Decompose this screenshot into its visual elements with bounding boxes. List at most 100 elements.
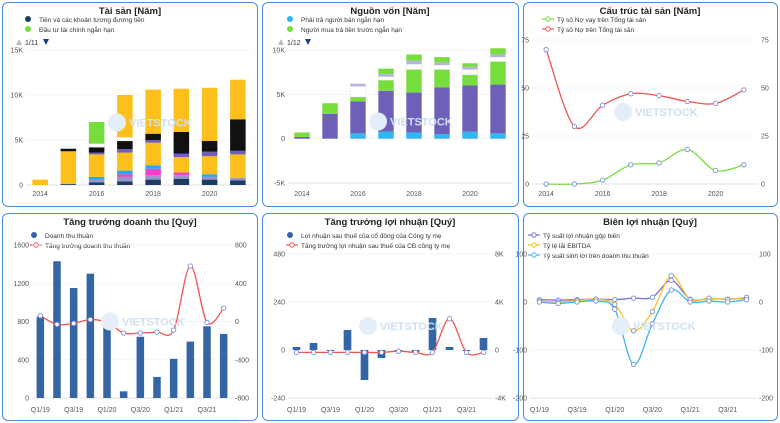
data-point — [668, 272, 674, 279]
x-tick-label: Q1/20 — [605, 407, 624, 414]
bar-segment — [462, 131, 478, 139]
x-tick-label: Q3/21 — [718, 407, 737, 414]
x-tick-label: Q3/21 — [457, 407, 476, 414]
bar-segment — [434, 57, 450, 63]
bar-segment — [145, 179, 161, 185]
bar-segment — [434, 87, 450, 135]
x-tick-label: Q1/21 — [681, 407, 700, 414]
x-tick-label: Q1/21 — [164, 407, 183, 414]
bar-segment — [201, 156, 218, 175]
y-tick-label: 50 — [521, 86, 529, 93]
legend-swatch — [545, 16, 551, 22]
bar — [186, 341, 195, 398]
data-point — [412, 349, 419, 356]
bar-segment — [490, 54, 506, 58]
legend-label: Tỷ số Nợ vay trên Tổng tài sản — [557, 15, 646, 24]
bar-segment — [173, 172, 190, 176]
pager-label: 1/12 — [287, 40, 301, 47]
panel-tang-truong-ln — [262, 213, 519, 421]
y-tick-label: 0 — [19, 183, 23, 190]
data-point — [684, 146, 691, 153]
data-point — [543, 181, 549, 187]
pager-next-icon — [305, 39, 311, 45]
data-point — [429, 349, 436, 356]
legend-swatch — [287, 232, 293, 238]
data-point — [687, 299, 693, 305]
y-tick-label: 1200 — [13, 281, 29, 288]
data-point — [630, 361, 637, 368]
bar-segment — [117, 170, 133, 175]
bar-segment — [350, 101, 366, 134]
x-tick-label: Q1/21 — [423, 407, 442, 414]
bar-segment — [350, 96, 366, 102]
data-point — [649, 308, 656, 315]
bar-segment — [322, 113, 338, 139]
bar-segment — [145, 175, 161, 180]
data-point — [536, 299, 543, 305]
bar-segment — [60, 184, 77, 185]
data-point — [741, 162, 747, 168]
chart-title: Biên lợi nhuận [Quý] — [603, 217, 697, 228]
y-tick-label: 75 — [521, 38, 529, 45]
y-tick-label: 0 — [523, 300, 527, 307]
x-tick-label: 2020 — [708, 191, 724, 198]
data-point — [649, 320, 656, 327]
bar-segment — [117, 176, 133, 182]
bar-segment — [378, 80, 394, 91]
data-point — [555, 300, 561, 307]
watermark-text: VIETSTOCK — [380, 321, 443, 333]
bar-segment — [88, 182, 105, 185]
data-point — [612, 306, 618, 312]
bar — [219, 333, 228, 398]
bar-segment — [322, 103, 338, 114]
bar-segment — [88, 122, 105, 144]
watermark-logo — [359, 317, 377, 335]
bar-segment — [32, 179, 48, 185]
x-tick-label: 2014 — [538, 191, 554, 198]
bar-segment — [88, 179, 105, 183]
bar-segment — [378, 73, 394, 77]
data-point — [71, 320, 77, 327]
data-point — [204, 319, 210, 326]
y2-tick-label: 4K — [495, 300, 504, 307]
watermark-logo — [101, 312, 119, 331]
bar — [53, 261, 61, 398]
data-point — [599, 102, 606, 108]
bar-segment — [230, 177, 246, 181]
data-point — [463, 349, 470, 356]
data-point — [712, 100, 719, 107]
data-point — [221, 305, 227, 311]
bar — [445, 347, 454, 350]
data-point — [54, 321, 60, 328]
legend-swatch — [25, 16, 31, 22]
legend-label: Phải trả người bán ngắn hạn — [301, 15, 384, 24]
y-tick-label: 15K — [11, 48, 24, 55]
bar-segment — [201, 151, 218, 157]
watermark-text: VIETSTOCK — [122, 317, 185, 329]
bar-segment — [88, 147, 105, 153]
watermark-logo — [369, 112, 387, 131]
y-tick-label: 800 — [17, 319, 29, 326]
chart-title: Tăng trưởng doanh thu [Quý] — [63, 217, 196, 228]
bar-segment — [378, 131, 394, 139]
bar-segment — [406, 69, 422, 93]
bar-segment — [173, 153, 190, 158]
watermark-text: VIETSTOCK — [635, 107, 698, 119]
bar — [343, 330, 352, 350]
bar-segment — [145, 168, 161, 176]
bar-segment — [294, 136, 310, 139]
x-tick-label: Q1/19 — [31, 407, 50, 414]
bar-segment — [462, 74, 478, 86]
bar-segment — [201, 176, 218, 180]
data-point — [725, 299, 731, 305]
data-point — [327, 349, 334, 356]
legend-label: Người mua trả tiền trước ngắn hạn — [301, 25, 402, 34]
x-tick-label: Q1/19 — [287, 407, 306, 414]
bar-segment — [434, 62, 450, 66]
y2-tick-label: 75 — [761, 38, 769, 45]
pager-label: 1/11 — [25, 40, 38, 47]
bar-segment — [230, 180, 246, 185]
legend-label: Tăng trưởng doanh thu thuần — [45, 241, 131, 250]
y2-tick-label: 100 — [759, 252, 771, 259]
